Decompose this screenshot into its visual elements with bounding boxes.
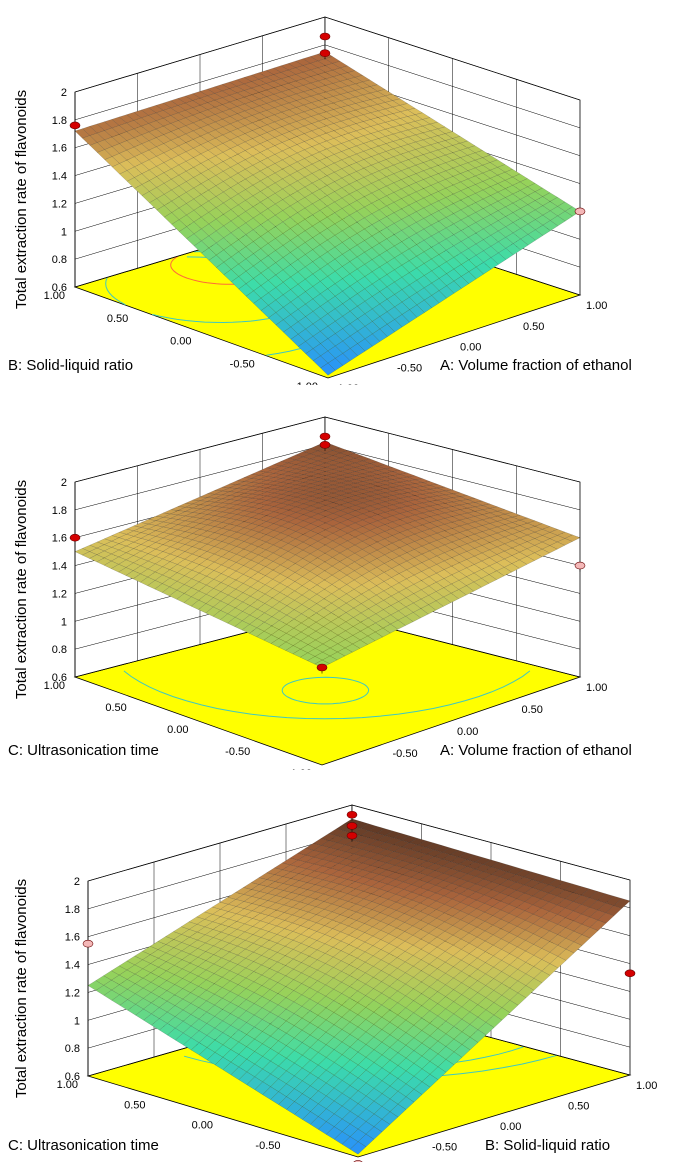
z-tick-label: 2	[61, 87, 67, 99]
z-tick-label: 0.6	[65, 1071, 80, 1083]
response-surface	[74, 51, 581, 376]
z-axis-label: Total extraction rate of flavonoids	[13, 480, 30, 699]
y-tick-label: 1.00	[57, 1079, 78, 1091]
z-gridline	[87, 804, 631, 882]
z-gridline	[74, 44, 581, 129]
x-tick-label: -0.50	[393, 748, 418, 760]
x-axis-label: A: Volume fraction of ethanol	[440, 742, 632, 759]
z-tick-label: 1.8	[65, 904, 80, 916]
x-tick-label: 0.00	[500, 1121, 521, 1133]
x-tick-label: -1.00	[334, 383, 359, 385]
x-tick-label: -0.50	[397, 362, 422, 374]
z-tick-label: 1.4	[52, 171, 67, 183]
floor-contour-line	[123, 670, 531, 720]
design-point	[319, 49, 331, 58]
y-tick-label: 0.50	[107, 313, 128, 325]
z-tick-label: 0.8	[65, 1043, 80, 1055]
design-point	[82, 939, 94, 948]
z-tick-label: 1.8	[52, 505, 67, 517]
y-tick-label: 0.50	[124, 1099, 145, 1111]
y-tick-label: 0.00	[167, 724, 188, 736]
x-axis-label: B: Solid-liquid ratio	[485, 1137, 610, 1154]
y-tick-label: -1.00	[293, 381, 318, 385]
z-tick-label: 2	[61, 477, 67, 489]
x-tick-label: 0.50	[523, 321, 544, 333]
x-tick-label: 0.00	[460, 342, 481, 354]
design-point	[319, 441, 331, 449]
design-point	[69, 533, 81, 542]
z-tick-label: 1.6	[65, 932, 80, 944]
design-point	[574, 207, 586, 216]
y-tick-label: -0.50	[230, 358, 255, 370]
z-tick-label: 1.6	[52, 143, 67, 155]
design-point	[346, 831, 358, 840]
response-surface	[87, 818, 631, 1155]
x-tick-label: 1.00	[586, 300, 607, 312]
z-axis-label: Total extraction rate of flavonoids	[13, 879, 30, 1098]
x-tick-label: -0.50	[432, 1142, 457, 1154]
response-surface	[74, 441, 581, 668]
surface-panel-2: 0.6 0.8 1 1.2 1.4 1.6 1.8 2 1.00 0.50 0.00 -0.50 -1.…	[0, 385, 673, 770]
y-axis-label: C: Ultrasonication time	[8, 742, 159, 759]
z-tick-label: 1	[61, 226, 67, 238]
z-tick-label: 0.8	[52, 254, 67, 266]
surface-panel-3: 0.6 0.8 1 1.2 1.4 1.6 1.8 2 1.00 0.50 0.00 -0.50 -0.…	[0, 770, 673, 1162]
design-point	[346, 822, 358, 830]
y-tick-label: 0.00	[170, 336, 191, 348]
z-tick-label: 2	[74, 876, 80, 888]
surface-plot-solid-liquid-vs-ultrasonication: 0.6 0.8 1 1.2 1.4 1.6 1.8 2 1.00 0.50 0.00 -0.50 -0.…	[8, 804, 657, 1162]
design-point	[624, 969, 636, 978]
design-point	[319, 32, 331, 41]
z-tick-label: 1.8	[52, 115, 67, 127]
x-tick-label: 0.50	[568, 1101, 589, 1113]
design-point	[69, 121, 81, 130]
y-tick-label: 1.00	[44, 680, 65, 692]
z-tick-label: 0.8	[52, 644, 67, 656]
surface-plot-ethanol-vs-solid-liquid: 0.6 0.8 1 1.2 1.4 1.6 1.8 2 1.00 0.50 0.00 -0.50 -1.…	[8, 16, 632, 385]
y-tick-label: -1.00	[287, 768, 312, 770]
z-tick-label: 0.6	[52, 282, 67, 294]
x-tick-label: 1.00	[636, 1080, 657, 1092]
y-tick-label: -0.50	[255, 1140, 280, 1152]
design-point	[346, 810, 358, 819]
z-tick-label: 0.6	[52, 672, 67, 684]
y-tick-label: 0.00	[192, 1120, 213, 1132]
y-tick-label: 1.00	[44, 290, 65, 302]
z-tick-label: 1.6	[52, 533, 67, 545]
z-tick-label: 1.2	[65, 987, 80, 999]
z-tick-label: 1.2	[52, 198, 67, 210]
y-tick-label: -0.50	[225, 746, 250, 758]
surface-panel-1: 0.6 0.8 1 1.2 1.4 1.6 1.8 2 1.00 0.50 0.00 -0.50 -1.…	[0, 0, 673, 385]
z-tick-label: 1.4	[52, 561, 67, 573]
floor-contour-line	[281, 676, 370, 705]
x-tick-label: 0.50	[522, 704, 543, 716]
z-tick-label: 1.4	[65, 960, 80, 972]
x-tick-label: 1.00	[586, 682, 607, 694]
design-point	[319, 432, 331, 441]
y-tick-label: 0.50	[105, 702, 126, 714]
y-axis-label: B: Solid-liquid ratio	[8, 357, 133, 374]
design-point	[574, 561, 586, 570]
z-tick-label: 1	[74, 1015, 80, 1027]
design-point	[316, 663, 328, 672]
y-axis-label: C: Ultrasonication time	[8, 1137, 159, 1154]
surface-plot-ethanol-vs-ultrasonication: 0.6 0.8 1 1.2 1.4 1.6 1.8 2 1.00 0.50 0.00 -0.50 -1.…	[8, 416, 632, 770]
x-tick-label: 0.00	[457, 726, 478, 738]
z-gridline	[74, 416, 581, 483]
z-tick-label: 1	[61, 616, 67, 628]
x-axis-label: A: Volume fraction of ethanol	[440, 357, 632, 374]
z-tick-label: 1.2	[52, 588, 67, 600]
z-gridline	[74, 16, 581, 101]
z-axis-label: Total extraction rate of flavonoids	[13, 90, 30, 309]
